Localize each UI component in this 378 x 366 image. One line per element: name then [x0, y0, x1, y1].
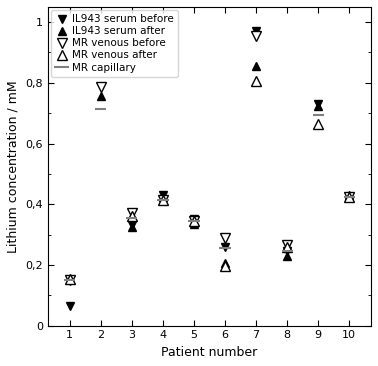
IL943 serum before [130, 223, 134, 228]
Line: IL943 serum before: IL943 serum before [65, 27, 322, 310]
IL943 serum before [67, 304, 72, 308]
IL943 serum after [316, 103, 321, 108]
Line: IL943 serum after: IL943 serum after [97, 62, 353, 268]
MR venous before [99, 85, 103, 90]
MR venous before [223, 235, 227, 240]
IL943 serum before [223, 244, 227, 249]
MR venous after [316, 122, 321, 126]
IL943 serum after [347, 193, 352, 197]
IL943 serum before [254, 29, 259, 33]
MR venous after [161, 198, 165, 202]
MR venous after [67, 276, 72, 281]
IL943 serum before [316, 102, 321, 106]
MR venous after [285, 244, 290, 249]
Line: MR venous after: MR venous after [65, 76, 354, 283]
MR venous before [285, 243, 290, 247]
Y-axis label: Lithium concentration / mM: Lithium concentration / mM [7, 80, 20, 253]
MR venous before [67, 278, 72, 282]
IL943 serum before [161, 193, 165, 197]
MR venous after [347, 194, 352, 199]
MR venous after [130, 214, 134, 219]
IL943 serum after [285, 254, 290, 258]
MR venous before [161, 198, 165, 202]
MR venous before [347, 194, 352, 199]
MR venous before [254, 34, 259, 38]
Legend: IL943 serum before, IL943 serum after, MR venous before, MR venous after, MR cap: IL943 serum before, IL943 serum after, M… [51, 10, 178, 77]
Line: MR venous before: MR venous before [65, 31, 354, 285]
X-axis label: Patient number: Patient number [161, 346, 258, 359]
MR venous after [223, 264, 227, 269]
MR venous after [192, 219, 196, 223]
IL943 serum after [254, 64, 259, 68]
IL943 serum after [192, 222, 196, 226]
IL943 serum after [99, 94, 103, 99]
MR venous before [192, 219, 196, 223]
IL943 serum before [192, 217, 196, 221]
MR venous after [254, 79, 259, 83]
MR venous before [130, 211, 134, 216]
IL943 serum after [223, 261, 227, 266]
IL943 serum after [130, 225, 134, 229]
IL943 serum after [161, 194, 165, 199]
IL943 serum before [285, 249, 290, 254]
